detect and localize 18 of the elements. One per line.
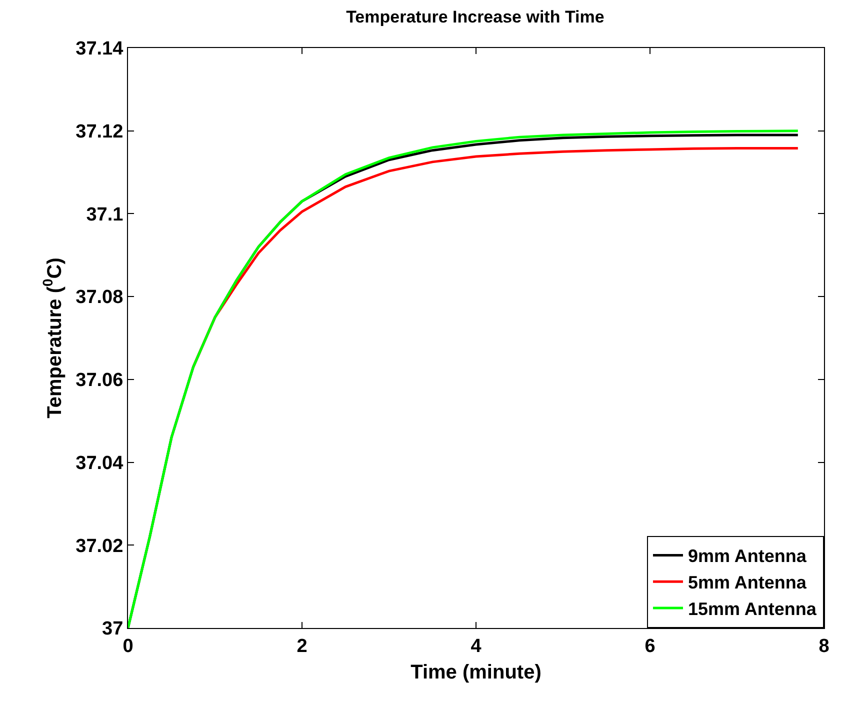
y-tick-label: 37: [102, 618, 124, 640]
chart-title: Temperature Increase with Time: [346, 7, 604, 26]
legend-label: 9mm Antenna: [688, 546, 808, 566]
x-tick-label: 4: [470, 636, 482, 657]
x-tick-label: 2: [296, 636, 308, 657]
legend-label: 5mm Antenna: [688, 572, 808, 593]
y-tick-label: 37.08: [76, 287, 124, 308]
y-tick-label: 37.1: [86, 204, 124, 226]
x-tick-label: 0: [122, 636, 134, 657]
y-tick-label: 37.14: [76, 38, 124, 60]
x-tick-label: 8: [818, 636, 830, 657]
y-tick-label: 37.06: [76, 370, 124, 392]
y-tick-label: 37.04: [76, 452, 124, 474]
legend-label: 15mm Antenna: [688, 599, 818, 620]
y-tick-label: 37.02: [76, 536, 124, 557]
y-tick-label: 37.12: [76, 122, 124, 143]
x-axis-title: Time (minute): [410, 661, 542, 684]
x-tick-label: 6: [644, 636, 656, 657]
